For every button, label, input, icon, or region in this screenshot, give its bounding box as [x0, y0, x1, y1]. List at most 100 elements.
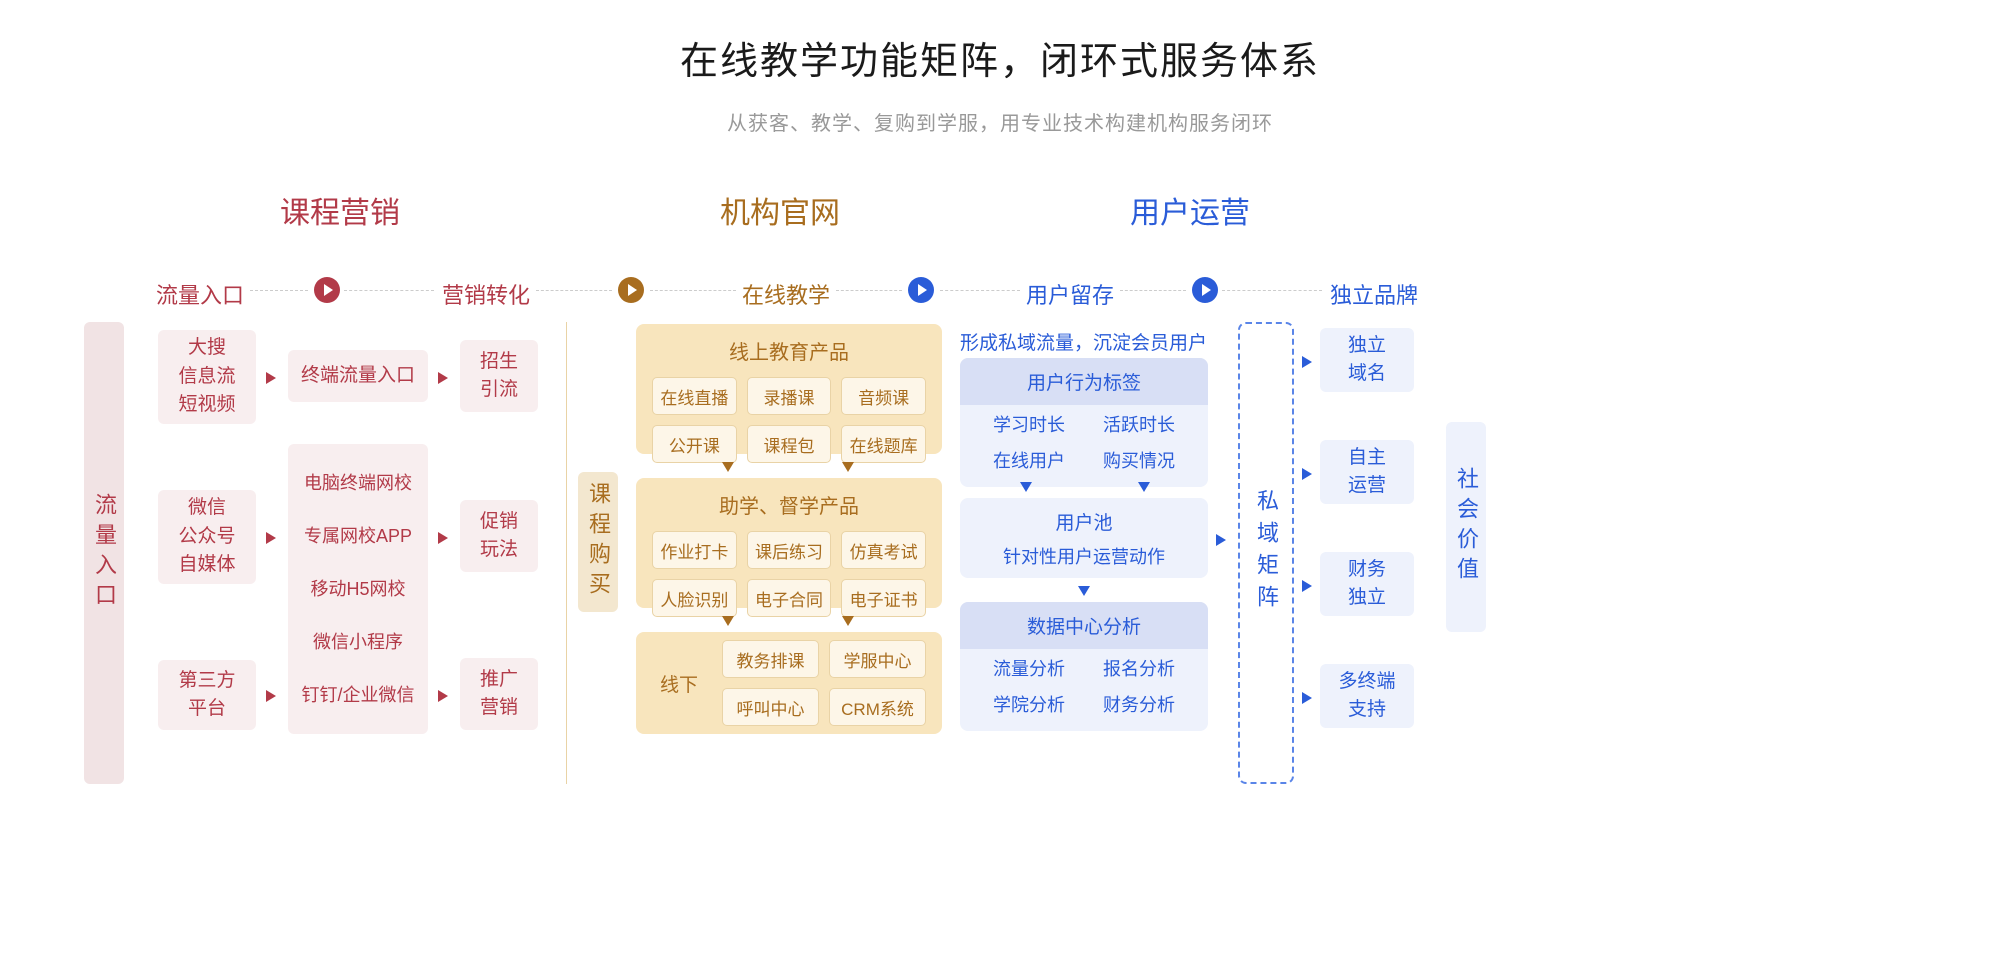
chip: 在线直播: [652, 377, 737, 415]
chip: 课后练习: [747, 531, 832, 569]
sub-retain: 用户留存: [1026, 278, 1114, 310]
section-operation: 用户运营: [1130, 188, 1250, 232]
panel-title: 助学、督学产品: [636, 478, 942, 531]
panel-study-products: 助学、督学产品 作业打卡 课后练习 仿真考试 人脸识别 电子合同 电子证书: [636, 478, 942, 608]
tag-item: 活跃时长: [1094, 411, 1184, 437]
dash-line: [536, 290, 612, 291]
terminal-item: 移动H5网校: [310, 576, 405, 603]
chip: 音频课: [841, 377, 926, 415]
flow-arrow-icon: [908, 277, 934, 303]
chip: 学服中心: [829, 640, 926, 678]
chip: 录播课: [747, 377, 832, 415]
page-title: 在线教学功能矩阵，闭环式服务体系: [0, 0, 2000, 85]
card-terminal-entry: 终端流量入口: [288, 350, 428, 402]
dashed-private-domain: 私域矩阵: [1238, 322, 1294, 784]
chip: 教务排课: [722, 640, 819, 678]
offline-label: 线下: [636, 670, 722, 697]
arrow-right-icon: [266, 690, 276, 702]
chip: 电子证书: [841, 579, 926, 617]
panel-data-analysis: 数据中心分析 流量分析 报名分析 学院分析 财务分析: [960, 602, 1208, 731]
arrow-right-icon: [266, 372, 276, 384]
arrow-right-icon: [266, 532, 276, 544]
pool-sub: 针对性用户运营动作: [1003, 543, 1165, 569]
chip: 电子合同: [747, 579, 832, 617]
chip: 在线题库: [841, 425, 926, 463]
dash-line: [344, 290, 434, 291]
panel-offline: 线下 教务排课 学服中心 呼叫中心 CRM系统: [636, 632, 942, 734]
divider: [566, 322, 567, 784]
section-website: 机构官网: [720, 188, 840, 232]
dash-line: [1222, 290, 1322, 291]
tag-item: 学习时长: [984, 411, 1074, 437]
pool-title: 用户池: [1055, 508, 1112, 535]
arrow-right-icon: [438, 690, 448, 702]
terminal-item: 电脑终端网校: [304, 470, 412, 497]
dash-line: [1120, 290, 1186, 291]
pillar-traffic-entry: 流量入口: [84, 322, 124, 784]
chip: 作业打卡: [652, 531, 737, 569]
arrow-down-icon: [722, 616, 734, 626]
tag-item: 购买情况: [1094, 447, 1184, 473]
sub-convert: 营销转化: [442, 278, 530, 310]
chip: 仿真考试: [841, 531, 926, 569]
analysis-item: 流量分析: [984, 655, 1074, 681]
panel-online-products: 线上教育产品 在线直播 录播课 音频课 公开课 课程包 在线题库: [636, 324, 942, 454]
arrow-down-icon: [842, 616, 854, 626]
sub-traffic: 流量入口: [156, 278, 244, 310]
analysis-item: 报名分析: [1094, 655, 1184, 681]
panel-title: 用户行为标签: [960, 358, 1208, 405]
panel-title: 线上教育产品: [636, 324, 942, 377]
card-traffic-source-3: 第三方 平台: [158, 660, 256, 730]
dash-line: [650, 290, 736, 291]
card-terminal-list: 电脑终端网校 专属网校APP 移动H5网校 微信小程序 钉钉/企业微信: [288, 444, 428, 734]
brand-card: 财务 独立: [1320, 552, 1414, 616]
card-traffic-source-1: 大搜 信息流 短视频: [158, 330, 256, 424]
card-convert-2: 促销 玩法: [460, 500, 538, 572]
arrow-down-icon: [842, 462, 854, 472]
card-traffic-source-2: 微信 公众号 自媒体: [158, 490, 256, 584]
sub-teach: 在线教学: [742, 278, 830, 310]
dash-line: [940, 290, 1020, 291]
arrow-right-icon: [438, 372, 448, 384]
analysis-item: 财务分析: [1094, 691, 1184, 717]
arrow-down-icon: [722, 462, 734, 472]
arrow-down-icon: [1138, 482, 1150, 492]
terminal-item: 微信小程序: [313, 629, 403, 656]
tag-item: 在线用户: [984, 447, 1074, 473]
chip: 呼叫中心: [722, 688, 819, 726]
panel-title: 数据中心分析: [960, 602, 1208, 649]
analysis-item: 学院分析: [984, 691, 1074, 717]
arrow-right-icon: [1302, 356, 1312, 368]
brand-card: 独立 域名: [1320, 328, 1414, 392]
terminal-item: 专属网校APP: [304, 523, 412, 550]
section-marketing: 课程营销: [280, 188, 400, 232]
card-convert-1: 招生 引流: [460, 340, 538, 412]
flow-arrow-icon: [618, 277, 644, 303]
pillar-course-purchase: 课程购买: [578, 472, 618, 612]
flow-arrow-icon: [314, 277, 340, 303]
arrow-right-icon: [1302, 692, 1312, 704]
retain-note: 形成私域流量，沉淀会员用户: [960, 328, 1207, 355]
card-convert-3: 推广 营销: [460, 658, 538, 730]
panel-user-tags: 用户行为标签 学习时长 活跃时长 在线用户 购买情况: [960, 358, 1208, 487]
flow-arrow-icon: [1192, 277, 1218, 303]
arrow-down-icon: [1020, 482, 1032, 492]
page-subtitle: 从获客、教学、复购到学服，用专业技术构建机构服务闭环: [0, 107, 2000, 136]
dash-line: [836, 290, 902, 291]
pillar-social-value: 社会价值: [1446, 422, 1486, 632]
arrow-down-icon: [1078, 586, 1090, 596]
chip: CRM系统: [829, 688, 926, 726]
chip: 课程包: [747, 425, 832, 463]
arrow-right-icon: [1302, 580, 1312, 592]
sub-brand: 独立品牌: [1330, 278, 1418, 310]
chip: 公开课: [652, 425, 737, 463]
chip: 人脸识别: [652, 579, 737, 617]
dash-line: [250, 290, 308, 291]
terminal-item: 钉钉/企业微信: [301, 682, 414, 709]
arrow-right-icon: [1216, 534, 1226, 546]
panel-user-pool: 用户池 针对性用户运营动作: [960, 498, 1208, 578]
arrow-right-icon: [1302, 468, 1312, 480]
brand-card: 多终端 支持: [1320, 664, 1414, 728]
arrow-right-icon: [438, 532, 448, 544]
brand-card: 自主 运营: [1320, 440, 1414, 504]
